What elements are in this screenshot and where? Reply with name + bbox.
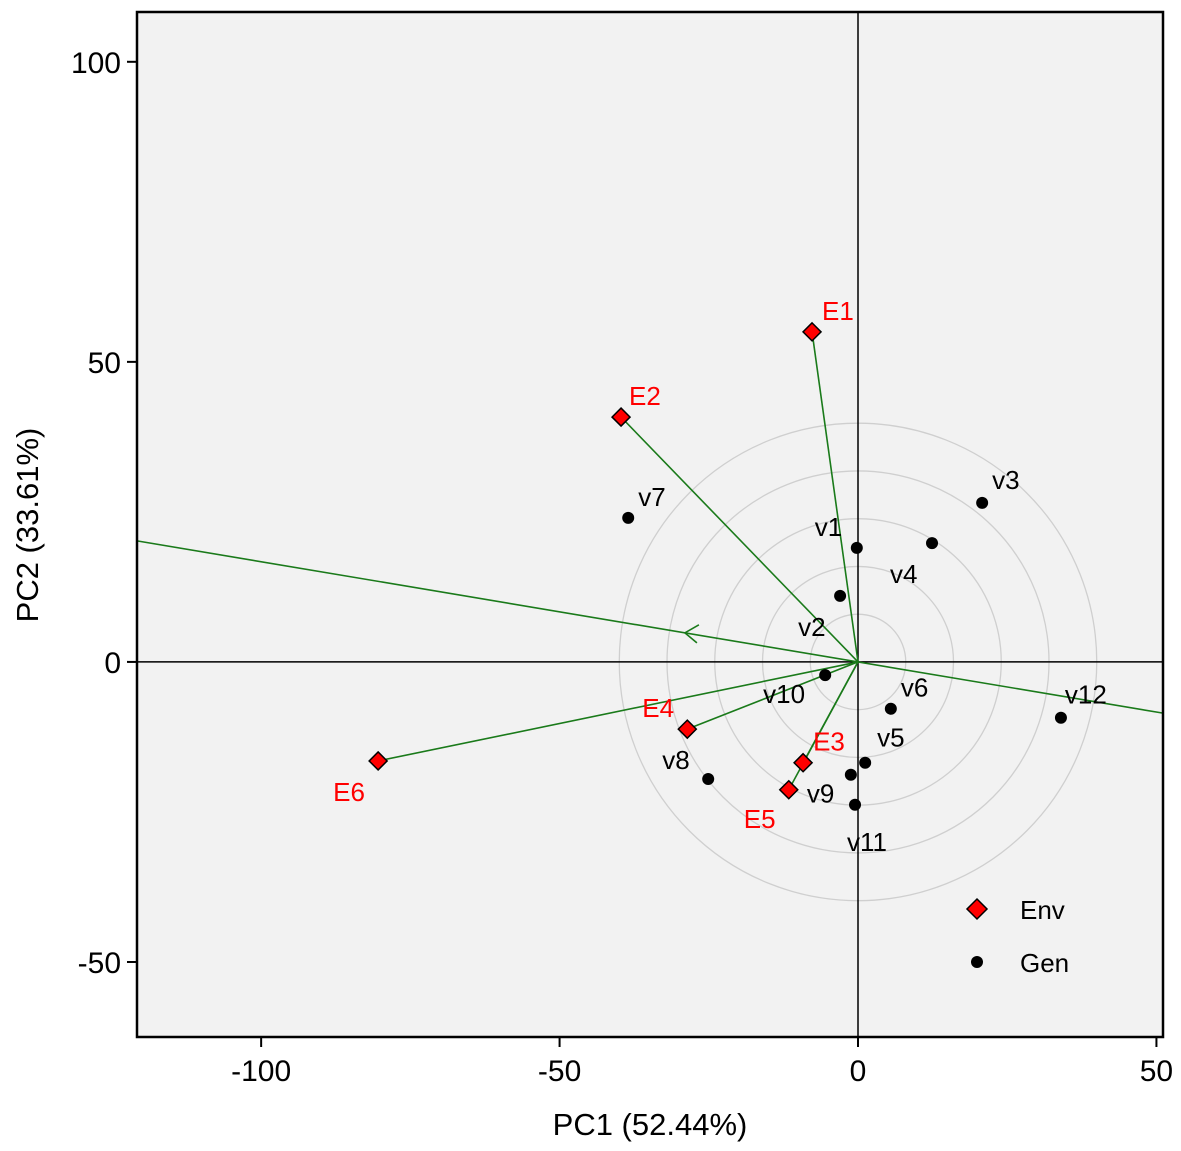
gen-label-v10: v10 [763, 679, 805, 709]
env-vector-E2 [620, 416, 859, 663]
gen-label-v4: v4 [890, 559, 917, 589]
env-marker-E4 [677, 719, 698, 740]
env-vector-E1 [811, 331, 859, 663]
legend-env-label: Env [1020, 895, 1065, 925]
gen-label-v6: v6 [901, 673, 928, 703]
legend-gen-label: Gen [1020, 948, 1069, 978]
env-label-E2: E2 [629, 381, 661, 411]
y-tick-label: 50 [88, 347, 121, 380]
gen-marker-v9 [844, 768, 857, 781]
gen-label-v9: v9 [807, 779, 834, 809]
gen-marker-v1 [850, 541, 863, 554]
gen-marker-v10 [819, 669, 832, 682]
gen-marker-v12 [1054, 711, 1067, 724]
gen-marker-v11 [849, 798, 862, 811]
average-environment-arrow [683, 624, 700, 644]
env-marker-E3 [793, 752, 814, 773]
env-marker-E1 [801, 321, 823, 342]
env-marker-E6 [368, 750, 389, 772]
gen-label-v11: v11 [847, 827, 887, 857]
env-label-E5: E5 [744, 804, 776, 834]
gen-marker-v7 [622, 511, 635, 524]
env-marker-E2 [610, 407, 632, 428]
gen-marker-v5 [859, 756, 872, 769]
x-tick-label: 0 [850, 1055, 867, 1088]
env-label-E4: E4 [642, 693, 674, 723]
gen-label-v12: v12 [1065, 680, 1107, 710]
x-tick-label: -50 [538, 1055, 581, 1088]
y-tick-label: 100 [71, 47, 121, 80]
gen-marker-v8 [702, 772, 715, 785]
gen-label-v5: v5 [877, 723, 904, 753]
legend: Env Gen [965, 895, 1069, 978]
plot-frame [135, 10, 1165, 1039]
env-label-E1: E1 [822, 296, 854, 326]
env-marker-E5 [778, 779, 799, 800]
plot-area [137, 12, 1163, 1037]
x-tick-label: -100 [231, 1055, 291, 1088]
gen-marker-v6 [884, 702, 897, 715]
legend-gen-marker [971, 956, 983, 968]
gen-label-v8: v8 [662, 745, 689, 775]
gen-marker-v3 [976, 496, 989, 509]
gen-marker-v2 [834, 589, 847, 602]
x-tick-label: 50 [1140, 1055, 1173, 1088]
y-tick-label: -50 [78, 947, 121, 980]
y-axis-label: PC2 (33.61%) [10, 428, 45, 623]
y-tick-label: 0 [104, 647, 121, 680]
gen-label-v2: v2 [798, 612, 825, 642]
legend-env-marker [965, 897, 989, 921]
env-vector-E6 [377, 661, 859, 762]
gen-marker-v4 [926, 537, 939, 550]
env-label-E6: E6 [333, 777, 365, 807]
env-label-E3: E3 [813, 727, 845, 757]
average-environment-axis [136, 540, 1164, 714]
gen-label-v7: v7 [638, 482, 665, 512]
x-axis-label: PC1 (52.44%) [553, 1107, 748, 1142]
gen-label-v1: v1 [815, 512, 842, 542]
gen-label-v3: v3 [992, 465, 1019, 495]
